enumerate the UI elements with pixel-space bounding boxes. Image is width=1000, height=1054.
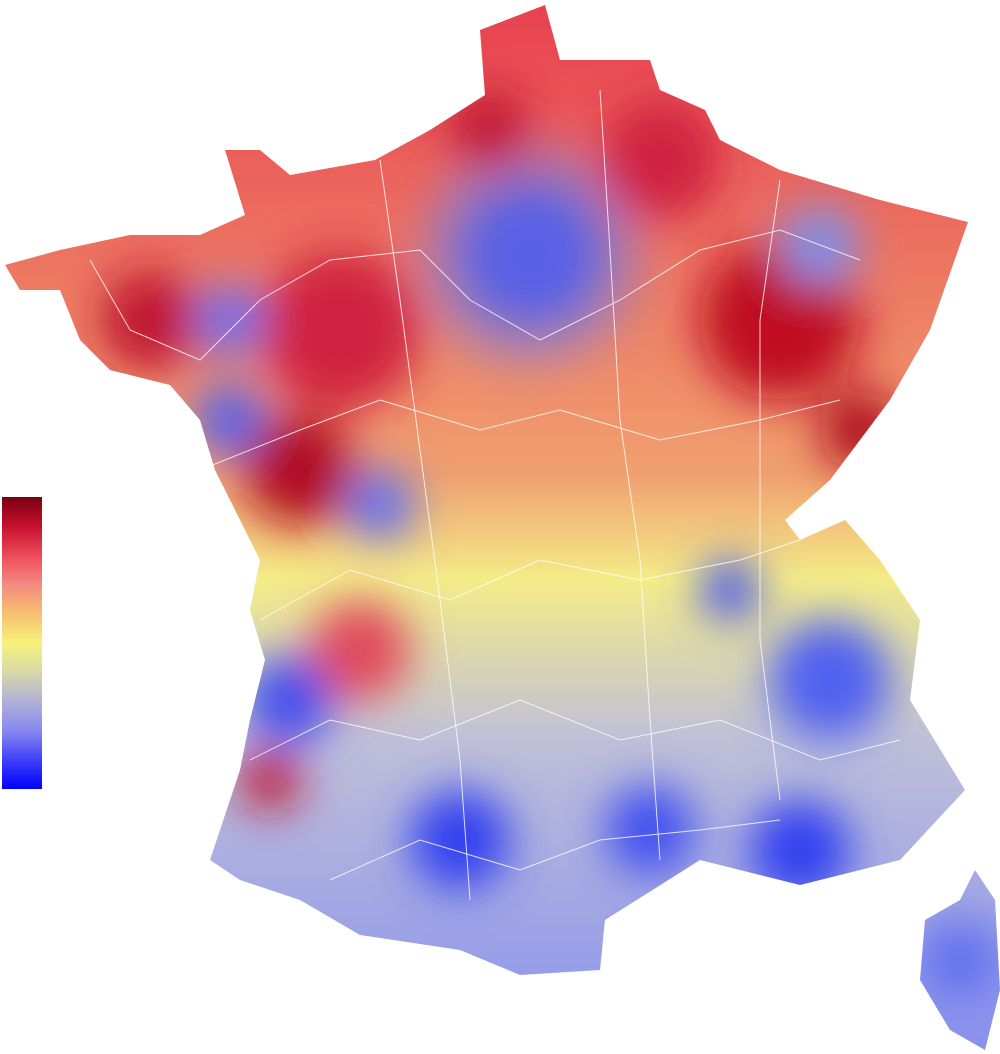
boundaries	[89, 89, 901, 901]
blob	[420, 145, 640, 365]
blob	[410, 790, 510, 890]
blob	[240, 750, 300, 810]
blob	[450, 90, 530, 170]
blob	[345, 470, 415, 540]
boundary	[89, 229, 861, 361]
boundary	[259, 539, 801, 621]
boundary	[199, 399, 841, 471]
blob	[260, 250, 420, 410]
blob	[245, 415, 355, 525]
color-legend	[2, 497, 42, 789]
blob	[770, 620, 890, 740]
blob	[195, 285, 265, 355]
blob	[195, 385, 265, 455]
blob	[310, 600, 410, 700]
blobs	[100, 90, 1000, 1000]
blob	[750, 800, 850, 900]
blob	[100, 270, 200, 370]
blob	[605, 785, 695, 875]
blob	[700, 560, 760, 620]
boundary	[329, 819, 781, 881]
boundary	[759, 179, 781, 801]
boundary	[249, 699, 901, 761]
boundary	[379, 159, 471, 901]
blob	[920, 920, 1000, 1000]
boundary	[599, 89, 661, 861]
blob	[600, 100, 720, 220]
blob	[245, 655, 335, 745]
color-bar	[2, 497, 42, 789]
